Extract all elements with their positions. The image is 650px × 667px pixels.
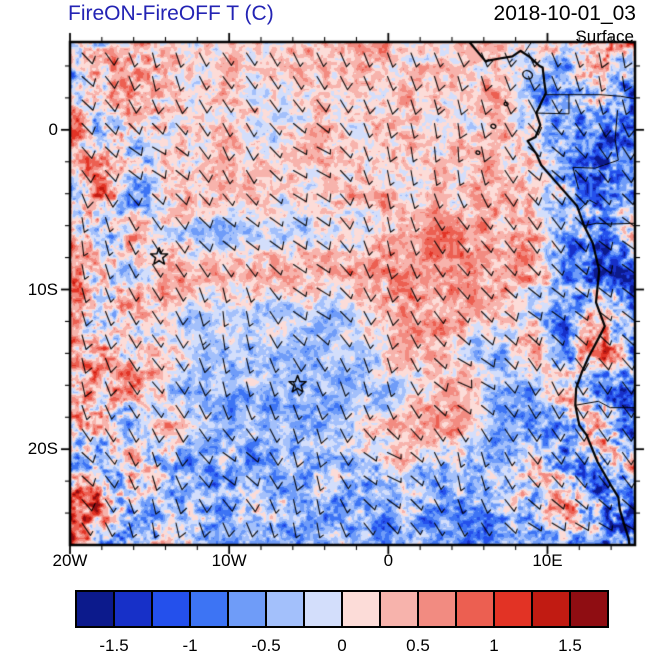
colorbar-cell [571,592,607,626]
x-tick-label: 10E [532,551,563,570]
level-label: Surface [575,27,634,46]
y-tick-label: 10S [27,279,58,299]
colorbar-cell [77,592,115,626]
colorbar-cell [381,592,419,626]
colorbar-cell [305,592,343,626]
colorbar-cell [191,592,229,626]
colorbar-cell [343,592,381,626]
y-tick-label: 20S [27,439,58,459]
colorbar-cell [153,592,191,626]
colorbar-label: 0.5 [406,636,430,655]
y-tick-label: 0 [48,119,58,139]
x-tick-label: 0 [383,551,394,570]
colorbar-label: -1.5 [99,636,129,655]
colorbar-label: -1 [182,636,198,655]
plot-datetime: 2018-10-01_03 [493,2,636,25]
colorbar-cell [533,592,571,626]
x-tick-label: 10W [211,551,247,570]
colorbar-cell [115,592,153,626]
colorbar-cell [419,592,457,626]
colorbar-cell [267,592,305,626]
colorbar-label: 1.5 [558,636,582,655]
colorbar-cell [457,592,495,626]
colorbar-label: -0.5 [251,636,281,655]
colorbar-cell [495,592,533,626]
colorbar-label: 1 [489,636,499,655]
colorbar-label: 0 [337,636,347,655]
plot-title: FireON-FireOFF T (C) [68,2,274,25]
x-tick-label: 20W [52,551,88,570]
colorbar-cell [229,592,267,626]
colorbar [75,590,609,628]
